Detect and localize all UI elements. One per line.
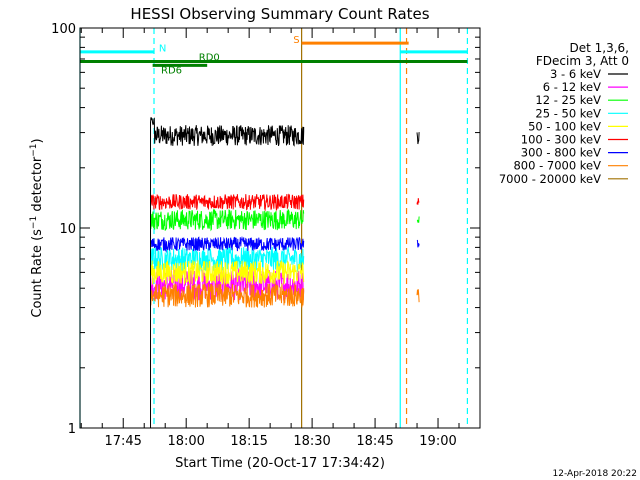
series-line-6-0 xyxy=(150,235,305,253)
series-line-4-0 xyxy=(150,260,305,285)
legend-label-0: 3 - 6 keV xyxy=(550,67,601,81)
flag-label-rd0: RD0 xyxy=(199,53,220,64)
chart-title: HESSI Observing Summary Count Rates xyxy=(130,5,429,23)
x-axis-label: Start Time (20-Oct-17 17:34:42) xyxy=(175,456,385,471)
series-line-5-0 xyxy=(150,193,305,212)
y-axis-label: Count Rate (s−1 detector−1) xyxy=(29,138,45,317)
legend-label-2: 12 - 25 keV xyxy=(535,93,601,107)
legend-header-1: Det 1,3,6, xyxy=(570,41,630,55)
series-line-7-0 xyxy=(150,283,305,308)
flag-label-rd6: RD6 xyxy=(161,66,182,77)
series-line-6-1 xyxy=(416,239,420,248)
legend-label-6: 300 - 800 keV xyxy=(521,146,601,160)
x-tick-label-1815: 18:15 xyxy=(230,434,267,449)
series-line-2-0 xyxy=(150,208,305,232)
x-tick-label-1830: 18:30 xyxy=(293,434,330,449)
series-line-7-1 xyxy=(416,289,420,303)
y-tick-label-10: 10 xyxy=(59,222,76,237)
series-line-0-0 xyxy=(150,117,305,147)
y-tick-label-100: 100 xyxy=(51,22,76,37)
y-tick-label-1: 1 xyxy=(68,422,76,437)
x-tick-label-1745: 17:45 xyxy=(104,434,141,449)
series-line-2-1 xyxy=(416,216,420,223)
legend-label-4: 50 - 100 keV xyxy=(528,119,601,133)
series-line-5-1 xyxy=(416,198,420,205)
footer-timestamp: 12-Apr-2018 20:22 xyxy=(553,469,637,479)
plot-frame xyxy=(79,27,481,429)
axes: 1 10 100 17:45 18:00 18:15 18:30 18:45 19:00 xyxy=(51,22,481,449)
plot-area: N S RD0 RD6 xyxy=(79,28,469,428)
legend-label-8: 7000 - 20000 keV xyxy=(499,172,601,186)
legend-label-5: 100 - 300 keV xyxy=(521,133,601,147)
x-tick-label-1900: 19:00 xyxy=(419,434,456,449)
x-tick-label-1845: 18:45 xyxy=(356,434,393,449)
legend-label-1: 6 - 12 keV xyxy=(543,80,601,94)
series-line-0-1 xyxy=(416,132,420,145)
legend-header-2: FDecim 3, Att 0 xyxy=(536,54,629,68)
flag-label-s: S xyxy=(293,35,299,46)
legend-label-7: 800 - 7000 keV xyxy=(513,159,601,173)
flag-label-n: N xyxy=(159,43,166,54)
legend-label-3: 25 - 50 keV xyxy=(535,106,601,120)
x-tick-label-1800: 18:00 xyxy=(167,434,204,449)
